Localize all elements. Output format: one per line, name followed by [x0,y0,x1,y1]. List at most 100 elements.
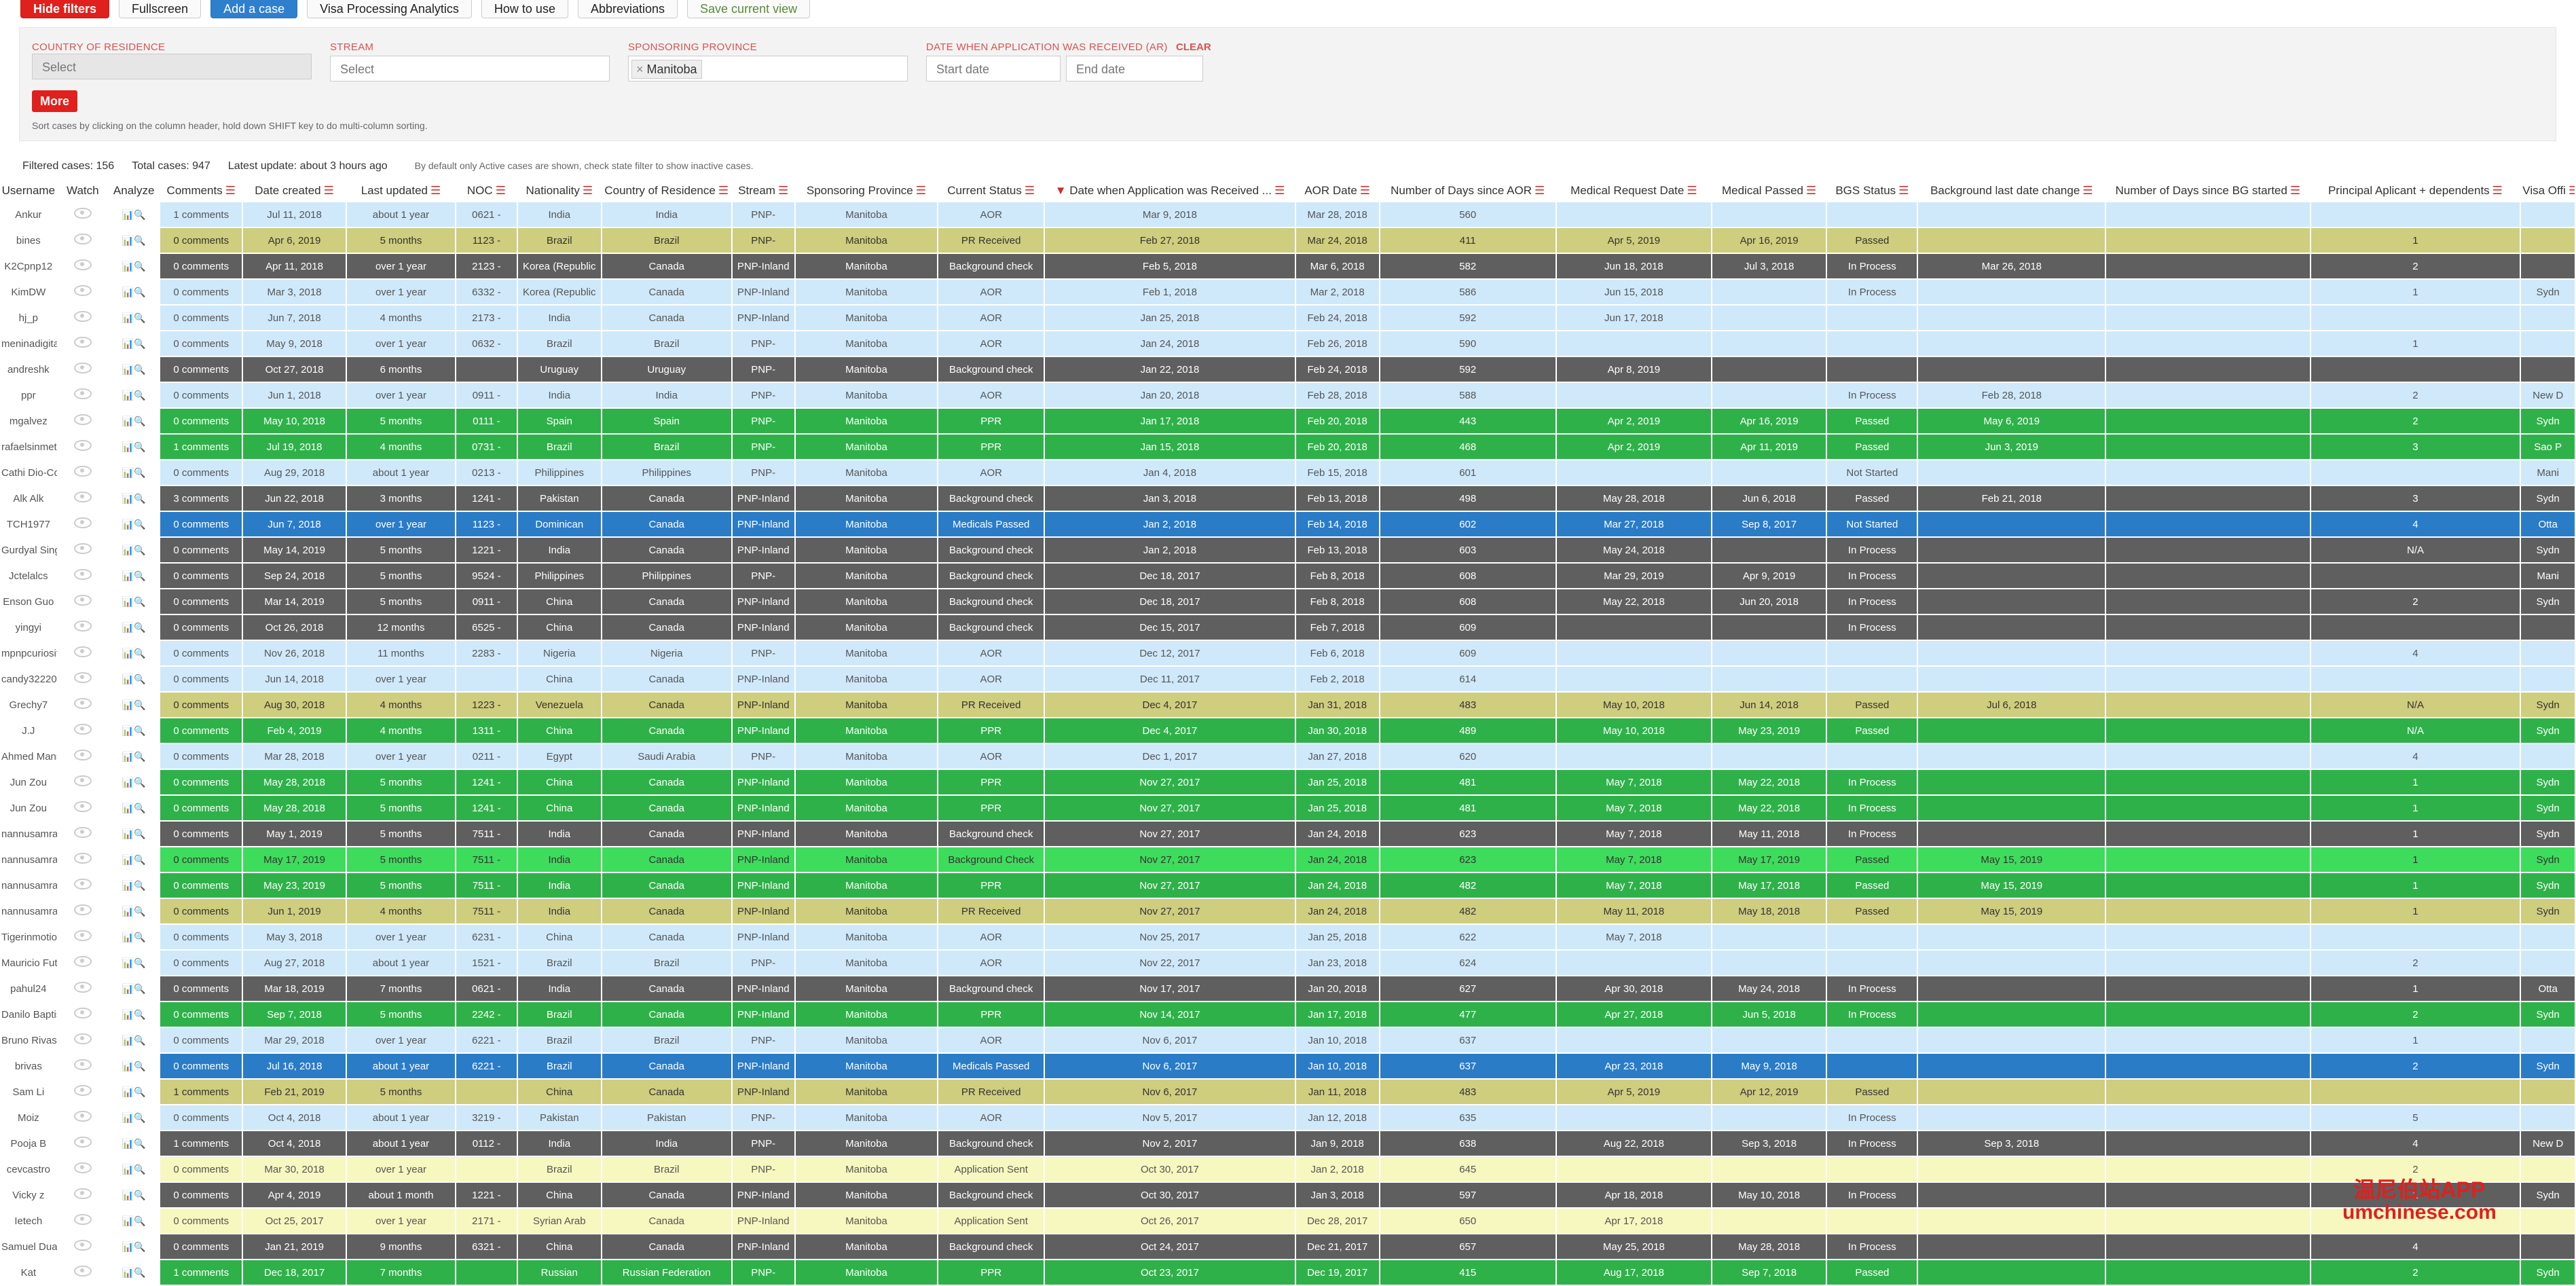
column-header[interactable]: Nationality ☰ [517,179,602,202]
analyze-chart-icon[interactable]: 📊🔍 [122,1137,146,1149]
watch-eye-icon[interactable] [73,543,92,554]
table-row[interactable]: nannusamra 📊🔍 0 comments May 1, 2019 5 month… [0,821,2576,847]
watch-eye-icon[interactable] [73,672,92,683]
watch-eye-icon[interactable] [73,595,92,606]
watch-eye-icon[interactable] [73,363,92,373]
stream-select[interactable]: Select [330,56,610,81]
watch-eye-icon[interactable] [73,208,92,219]
watch-eye-icon[interactable] [73,311,92,322]
username-cell[interactable]: J.J [0,718,58,744]
hide-filters-button[interactable]: Hide filters [20,0,110,18]
column-header[interactable]: Stream ☰ [731,179,796,202]
column-header[interactable]: BGS Status ☰ [1826,179,1919,202]
username-cell[interactable]: brivas [0,1053,58,1080]
username-cell[interactable]: Enson Guo [0,589,58,615]
analyze-chart-icon[interactable]: 📊🔍 [122,337,146,349]
analyze-chart-icon[interactable]: 📊🔍 [122,518,146,530]
watch-eye-icon[interactable] [73,879,92,889]
analyze-chart-icon[interactable]: 📊🔍 [122,1086,146,1097]
fullscreen-button[interactable]: Fullscreen [119,0,202,18]
watch-eye-icon[interactable] [73,1111,92,1122]
column-menu-icon[interactable]: ☰ [495,184,506,197]
watch-eye-icon[interactable] [73,956,92,967]
watch-eye-icon[interactable] [73,234,92,244]
province-chip[interactable]: × Manitoba [631,60,702,79]
watch-eye-icon[interactable] [73,982,92,993]
watch-eye-icon[interactable] [73,853,92,864]
watch-eye-icon[interactable] [73,466,92,477]
column-menu-icon[interactable]: ☰ [225,184,236,197]
analyze-chart-icon[interactable]: 📊🔍 [122,570,146,581]
column-header[interactable]: Principal Aplicant + dependents ☰ [2310,179,2522,202]
analyze-chart-icon[interactable]: 📊🔍 [122,647,146,659]
analyze-chart-icon[interactable]: 📊🔍 [122,260,146,272]
watch-eye-icon[interactable] [73,724,92,735]
username-cell[interactable]: Grechy7 [0,692,58,718]
watch-eye-icon[interactable] [73,569,92,580]
analyze-chart-icon[interactable]: 📊🔍 [122,441,146,452]
username-cell[interactable]: andreshk [0,356,58,383]
watch-eye-icon[interactable] [73,827,92,838]
watch-eye-icon[interactable] [73,930,92,941]
username-cell[interactable]: pahul24 [0,976,58,1002]
analyze-chart-icon[interactable]: 📊🔍 [122,1112,146,1123]
watch-eye-icon[interactable] [73,646,92,657]
watch-eye-icon[interactable] [73,388,92,399]
analyze-chart-icon[interactable]: 📊🔍 [122,492,146,504]
end-date-input[interactable]: End date [1066,56,1203,81]
username-cell[interactable]: Kat [0,1260,58,1286]
column-menu-icon[interactable]: ☰ [1359,184,1371,197]
watch-eye-icon[interactable] [73,1059,92,1070]
table-row[interactable]: Cathi Dio-Co 📊🔍 0 comments Aug 29, 2018 abou… [0,460,2576,486]
table-row[interactable]: Ietech 📊🔍 0 comments Oct 25, 2017 over 1 yea… [0,1208,2576,1234]
start-date-input[interactable]: Start date [926,56,1061,81]
table-row[interactable]: bines 📊🔍 0 comments Apr 6, 2019 5 months 1123… [0,227,2576,254]
column-header[interactable]: Analyze [107,179,161,202]
analyze-chart-icon[interactable]: 📊🔍 [122,234,146,246]
table-row[interactable]: yingyi 📊🔍 0 comments Oct 26, 2018 12 months 6… [0,614,2576,641]
username-cell[interactable]: Jctelalcs [0,563,58,589]
column-menu-icon[interactable]: ☰ [2082,184,2093,197]
column-header[interactable]: Username [0,179,58,202]
username-cell[interactable]: Gurdyal Singh [0,537,58,564]
username-cell[interactable]: Alk Alk [0,485,58,512]
analyze-chart-icon[interactable]: 📊🔍 [122,415,146,426]
analyze-chart-icon[interactable]: 📊🔍 [122,802,146,813]
username-cell[interactable]: hj_p [0,305,58,331]
column-menu-icon[interactable]: ☰ [2492,184,2503,197]
watch-eye-icon[interactable] [73,492,92,502]
analyze-chart-icon[interactable]: 📊🔍 [122,699,146,710]
country-select[interactable]: Select [32,54,312,79]
analyze-chart-icon[interactable]: 📊🔍 [122,1163,146,1175]
column-menu-icon[interactable]: ☰ [777,184,789,197]
username-cell[interactable]: KimDW [0,279,58,306]
username-cell[interactable]: Jun Zou [0,769,58,796]
analyze-chart-icon[interactable]: 📊🔍 [122,363,146,375]
watch-eye-icon[interactable] [73,621,92,631]
username-cell[interactable]: nannusamra [0,872,58,899]
abbreviations-button[interactable]: Abbreviations [577,0,678,18]
watch-eye-icon[interactable] [73,1188,92,1199]
table-row[interactable]: KimDW 📊🔍 0 comments Mar 3, 2018 over 1 year 6… [0,279,2576,306]
column-menu-icon[interactable]: ☰ [2569,184,2574,197]
username-cell[interactable]: Cathi Dio-Co [0,460,58,486]
column-menu-icon[interactable]: ☰ [1898,184,1909,197]
table-row[interactable]: Ankur 📊🔍 1 comments Jul 11, 2018 about 1 yea… [0,202,2576,228]
column-menu-icon[interactable]: ☰ [1687,184,1697,197]
table-row[interactable]: Alk Alk 📊🔍 3 comments Jun 22, 2018 3 months 1… [0,485,2576,512]
username-cell[interactable]: Jun Zou [0,795,58,822]
watch-eye-icon[interactable] [73,1162,92,1173]
column-menu-icon[interactable]: ☰ [1274,184,1285,197]
analyze-chart-icon[interactable]: 📊🔍 [122,1266,146,1278]
analyze-chart-icon[interactable]: 📊🔍 [122,1008,146,1020]
username-cell[interactable]: nannusamra [0,847,58,873]
column-menu-icon[interactable]: ☰ [1806,184,1817,197]
table-row[interactable]: nannusamra 📊🔍 0 comments May 23, 2019 5 mont… [0,872,2576,899]
analyze-chart-icon[interactable]: 📊🔍 [122,1241,146,1252]
table-row[interactable]: K2Cpnp12 📊🔍 0 comments Apr 11, 2018 over 1 y… [0,253,2576,280]
column-header[interactable]: Medical Passed ☰ [1711,179,1828,202]
